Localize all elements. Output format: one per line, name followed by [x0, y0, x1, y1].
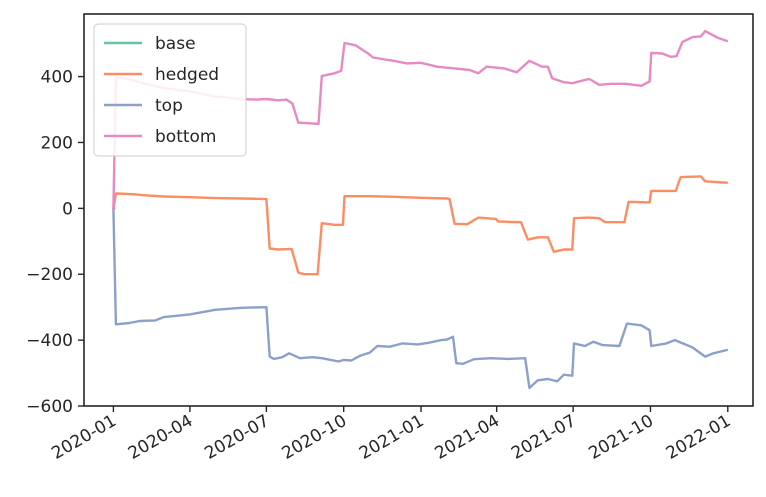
series-line-top [112, 207, 729, 390]
legend-label-base: base [155, 34, 196, 54]
legend-label-top: top [155, 96, 183, 116]
series-line-bottom [112, 29, 729, 210]
legend-label-bottom: bottom [155, 127, 216, 147]
y-tick-label: 400 [41, 68, 73, 88]
x-tick-label: 2021-10 [585, 411, 657, 464]
series-layer [112, 29, 729, 390]
y-tick-label: 200 [41, 133, 73, 153]
x-tick-label: 2020-01 [48, 411, 120, 464]
y-tick-label: −600 [26, 397, 73, 417]
x-tick-label: 2022-01 [663, 411, 735, 464]
x-tick-label: 2020-04 [125, 411, 197, 464]
legend: base hedged top bottom [93, 23, 247, 157]
y-tick-label: 0 [62, 199, 73, 219]
x-tick-label: 2020-07 [201, 411, 273, 464]
x-tick-label: 2021-04 [432, 411, 504, 464]
x-tick-label: 2020-10 [279, 411, 351, 464]
legend-label-hedged: hedged [155, 65, 219, 85]
x-tick-label: 2021-07 [508, 411, 580, 464]
legend-box [93, 23, 247, 157]
plot-frame [83, 13, 754, 407]
y-tick-label: −200 [26, 265, 73, 285]
x-tick-label: 2021-01 [356, 411, 428, 464]
y-tick-label: −400 [26, 331, 73, 351]
series-line-hedged [112, 175, 729, 276]
